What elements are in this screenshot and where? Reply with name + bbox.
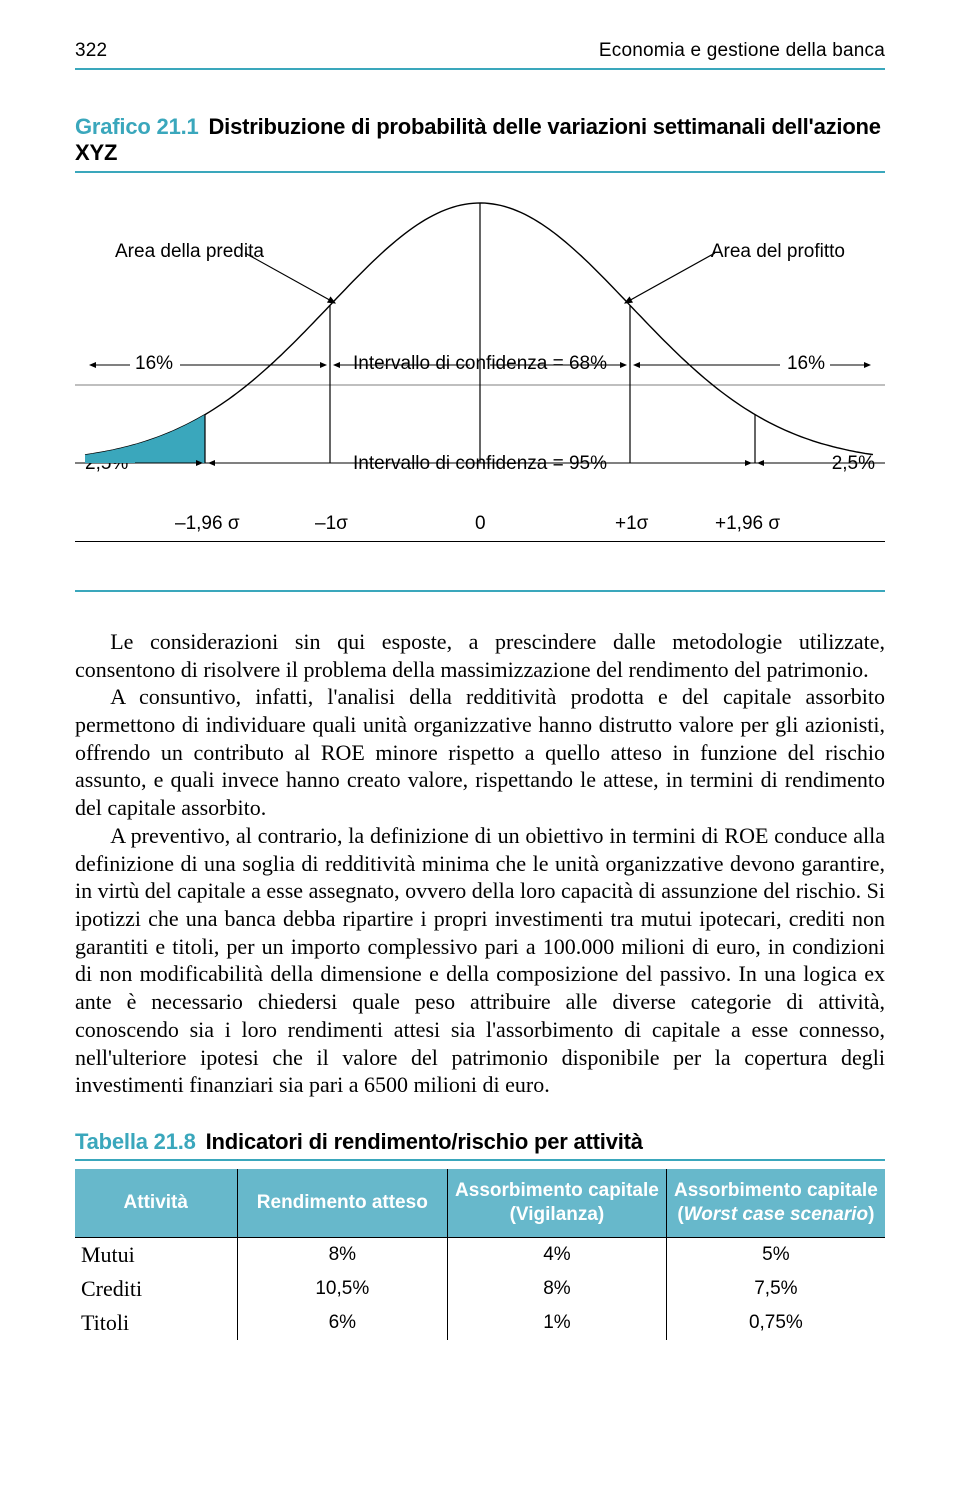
distribution-svg [75, 173, 885, 503]
table-cell: 6% [237, 1306, 448, 1340]
distribution-chart: Area della predita Area del profitto 16%… [75, 173, 885, 593]
table-cell: 8% [448, 1272, 667, 1306]
table-cell: 5% [666, 1238, 885, 1272]
paragraph-3: A preventivo, al contrario, la definizio… [75, 822, 885, 1099]
axis-tick-3: +1σ [615, 513, 648, 535]
table-cell: 7,5% [666, 1272, 885, 1306]
table-row: Titoli6%1%0,75% [75, 1306, 885, 1340]
table-block: Tabella 21.8 Indicatori di rendimento/ri… [75, 1129, 885, 1340]
axis-tick-2: 0 [475, 513, 486, 535]
running-head: 322 Economia e gestione della banca [75, 40, 885, 62]
table-caption: Indicatori di rendimento/rischio per att… [206, 1129, 643, 1154]
table-cell: Mutui [75, 1238, 237, 1272]
table-cell: 10,5% [237, 1272, 448, 1306]
axis-tick-4: +1,96 σ [715, 513, 780, 535]
axis-tick-1: –1σ [315, 513, 348, 535]
running-title: Economia e gestione della banca [599, 40, 885, 62]
table-cell: Crediti [75, 1272, 237, 1306]
table-row: Crediti10,5%8%7,5% [75, 1272, 885, 1306]
figure-number: Grafico 21.1 [75, 114, 199, 139]
table-cell: 0,75% [666, 1306, 885, 1340]
table-header: Assorbimento capitale(Vigilanza) [448, 1169, 667, 1237]
table-cell: 8% [237, 1238, 448, 1272]
table-number: Tabella 21.8 [75, 1129, 196, 1154]
table-header: Attività [75, 1169, 237, 1237]
table-cell: Titoli [75, 1306, 237, 1340]
table-cell: 4% [448, 1238, 667, 1272]
paragraph-1: Le considerazioni sin qui esposte, a pre… [75, 628, 885, 683]
data-table: AttivitàRendimento attesoAssorbimento ca… [75, 1169, 885, 1340]
table-title: Tabella 21.8 Indicatori di rendimento/ri… [75, 1129, 885, 1155]
table-header: Rendimento atteso [237, 1169, 448, 1237]
header-rule [75, 68, 885, 70]
figure-block: Grafico 21.1 Distribuzione di probabilit… [75, 114, 885, 592]
table-cell: 1% [448, 1306, 667, 1340]
figure-title: Grafico 21.1 Distribuzione di probabilit… [75, 114, 885, 167]
paragraph-2: A consuntivo, infatti, l'analisi della r… [75, 683, 885, 822]
table-header: Assorbimento capitale(Worst case scenari… [666, 1169, 885, 1237]
table-row: Mutui8%4%5% [75, 1238, 885, 1272]
body-text: Le considerazioni sin qui esposte, a pre… [75, 628, 885, 1099]
page-number: 322 [75, 40, 107, 62]
axis-tick-0: –1,96 σ [175, 513, 240, 535]
